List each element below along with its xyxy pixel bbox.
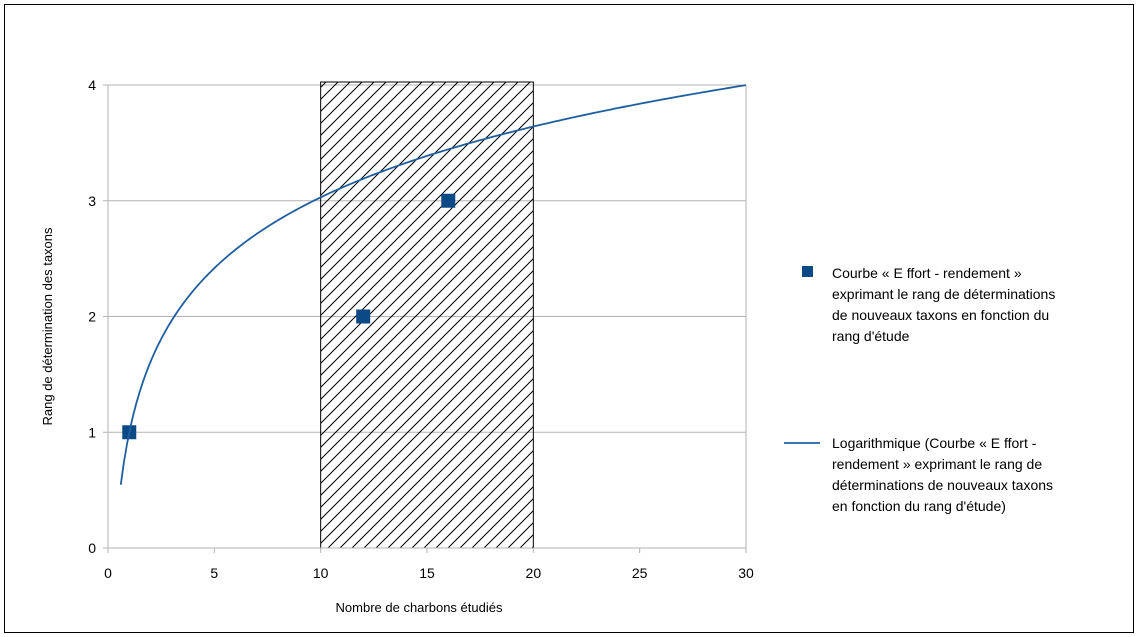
logarithmic-trendline <box>119 84 747 485</box>
x-tick-label: 10 <box>313 565 329 581</box>
y-tick-labels: 0 1 2 3 4 <box>88 77 96 556</box>
y-tick-label: 3 <box>88 193 96 209</box>
highlight-region <box>320 81 534 549</box>
series <box>119 84 747 485</box>
legend-entry-text: déterminations de nouveaux taxons <box>832 477 1053 493</box>
legend-entry-text: de nouveaux taxons en fonction du <box>832 307 1049 323</box>
x-tick-label: 30 <box>738 565 754 581</box>
legend: Courbe « E ffort - rendement » exprimant … <box>784 265 1055 514</box>
x-tick-label: 20 <box>526 565 542 581</box>
data-point-1 <box>356 309 371 324</box>
y-axis-label: Rang de détermination des taxons <box>40 227 55 426</box>
x-axis-label: Nombre de charbons étudiés <box>336 600 503 615</box>
chart-frame <box>4 4 1134 633</box>
data-point-2 <box>441 193 456 208</box>
y-tick-label: 4 <box>88 77 96 93</box>
legend-entry-text: Courbe « E ffort - rendement » <box>832 265 1022 281</box>
y-tick-label: 0 <box>88 540 96 556</box>
axes <box>103 84 747 553</box>
x-tick-label: 15 <box>419 565 435 581</box>
x-tick-label: 25 <box>632 565 648 581</box>
y-tick-label: 1 <box>88 424 96 440</box>
legend-entry-text: Logarithmique (Courbe « E ffort - <box>832 435 1037 451</box>
legend-marker-square <box>802 266 813 277</box>
x-tick-labels: 0 5 10 15 20 25 30 <box>104 565 754 581</box>
x-tick-label: 5 <box>210 565 218 581</box>
legend-entry-text: rang d'étude <box>832 328 910 344</box>
x-tick-label: 0 <box>104 565 112 581</box>
y-tick-label: 2 <box>88 309 96 325</box>
legend-entry-text: rendement » exprimant le rang de <box>832 456 1042 472</box>
legend-entry-text: en fonction du rang d'étude) <box>832 498 1006 514</box>
legend-entry-text: exprimant le rang de déterminations <box>832 286 1055 302</box>
